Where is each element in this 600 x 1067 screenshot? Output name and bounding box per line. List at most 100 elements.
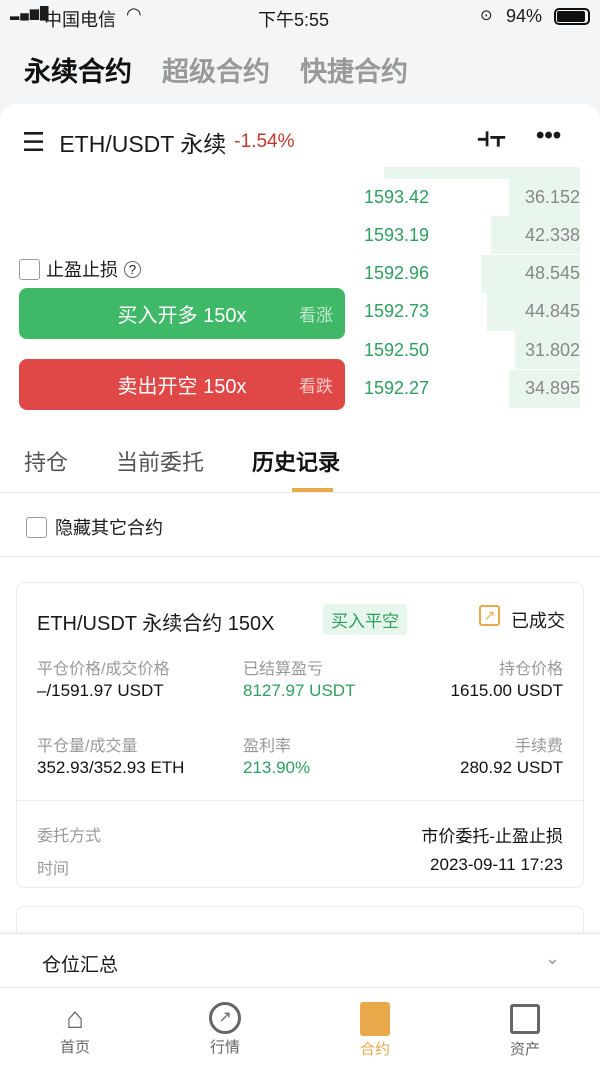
ob-qty: 31.802	[524, 339, 580, 360]
time-label: 时间	[37, 861, 70, 878]
ob-qty: 44.845	[524, 301, 580, 322]
ob-qty: 34.895	[524, 378, 580, 398]
nav-assets-label: 资产	[509, 1041, 540, 1058]
depth-bar	[480, 254, 580, 293]
order-type-value: 市价委托-止盈止损	[421, 827, 563, 846]
tab-positions[interactable]: 持仓	[24, 450, 69, 475]
nav-home[interactable]: ⌂ 首页	[0, 990, 150, 1067]
buy-long-button[interactable]: 买入开多 150x 看涨	[19, 288, 345, 339]
ob-qty: 36.152	[524, 186, 580, 207]
buy-label: 买入开多 150x	[117, 305, 247, 327]
hide-others-checkbox[interactable]	[26, 516, 47, 538]
chevron-down-icon[interactable]: ⌄	[544, 948, 560, 968]
sell-label: 卖出开空 150x	[117, 376, 247, 398]
ob-price: 1592.27	[364, 378, 430, 398]
sell-hint: 看跌	[299, 377, 333, 396]
realized-pnl-value: 8127.97 USDT	[243, 681, 356, 700]
signal-icon: ▂▄▆█	[10, 6, 50, 20]
summary-label: 仓位汇总	[42, 955, 119, 976]
close-amount-label: 平仓量/成交量	[37, 738, 138, 755]
ob-qty: 48.545	[524, 263, 580, 284]
status-bar: ▂▄▆█ 中国电信 ◠ 下午5:55 ⊙ 94%	[0, 0, 600, 34]
roi-value: 213.90%	[243, 758, 311, 777]
wifi-icon: ◠	[126, 4, 142, 24]
orderbook-row[interactable]: 1592.73 44.845	[364, 292, 580, 331]
record-status: 已成交	[511, 611, 565, 631]
battery-percent: 94%	[506, 6, 543, 26]
orderbook-row[interactable]: 1592.50 31.802	[364, 331, 580, 370]
order-tabs: 持仓 当前委托 历史记录	[24, 445, 340, 477]
home-icon: ⌂	[65, 1002, 85, 1035]
battery-icon	[554, 8, 590, 25]
ob-price: 1593.19	[364, 224, 430, 245]
depth-bar	[508, 178, 580, 216]
tab-quick[interactable]: 快捷合约	[300, 57, 408, 87]
contract-type-tabs: 永续合约 超级合约 快捷合约	[24, 50, 408, 111]
time-value: 2023-09-11 17:23	[430, 855, 563, 874]
wallet-icon	[510, 1004, 540, 1034]
buy-hint: 看涨	[299, 306, 333, 325]
ob-price: 1592.96	[364, 263, 430, 284]
orderbook-row[interactable]: 1593.19 42.338	[364, 216, 580, 255]
carrier: 中国电信	[44, 10, 116, 30]
record-title: ETH/USDT 永续合约 150X	[37, 613, 275, 635]
tpsl-checkbox-row[interactable]: 止盈止损 ?	[19, 256, 141, 282]
close-price-label: 平仓价格/成交价格	[37, 661, 170, 678]
depth-bar	[487, 292, 580, 331]
orderbook-row[interactable]: 1592.96 48.545	[364, 254, 580, 293]
realized-pnl-label: 已结算盈亏	[243, 661, 324, 678]
fee-label: 手续费	[514, 738, 563, 755]
nav-market[interactable]: ↗ 行情	[150, 990, 300, 1067]
tab-super[interactable]: 超级合约	[162, 57, 270, 87]
more-icon[interactable]: •••	[536, 122, 562, 149]
depth-bar-top	[384, 167, 580, 179]
nav-assets[interactable]: 资产	[450, 990, 600, 1067]
ob-price: 1592.50	[364, 339, 430, 360]
tab-underline	[292, 488, 333, 492]
clock: 下午5:55	[258, 10, 330, 30]
pair-change: -1.54%	[234, 131, 295, 152]
hide-others-label: 隐藏其它合约	[55, 518, 163, 538]
orderbook-row[interactable]: 1593.42 36.152	[364, 178, 580, 216]
share-icon[interactable]: ↗	[479, 605, 500, 626]
ob-price: 1593.42	[364, 186, 430, 207]
hide-others-row[interactable]: 隐藏其它合约	[26, 514, 163, 540]
market-icon: ↗	[209, 1002, 241, 1034]
depth-bar	[508, 369, 580, 408]
fee-value: 280.92 USDT	[460, 758, 563, 777]
menu-drawer-icon[interactable]: ☰	[22, 126, 46, 157]
entry-price-label: 持仓价格	[498, 661, 563, 678]
tab-history[interactable]: 历史记录	[252, 450, 341, 475]
nav-market-label: 行情	[209, 1039, 240, 1056]
help-icon[interactable]: ?	[124, 260, 141, 278]
entry-price-value: 1615.00 USDT	[450, 681, 563, 700]
divider	[0, 492, 600, 493]
tab-open-orders[interactable]: 当前委托	[116, 450, 205, 475]
order-type-label: 委托方式	[37, 828, 102, 845]
candlestick-chart-icon[interactable]: ⫞⫟	[477, 122, 506, 152]
depth-bar	[491, 216, 580, 255]
rotation-lock-icon: ⊙	[480, 7, 493, 24]
close-amount-value: 352.93/352.93 ETH	[37, 758, 185, 777]
contract-icon	[360, 1002, 390, 1036]
ob-price: 1592.73	[364, 301, 430, 322]
position-summary-bar[interactable]: 仓位汇总 ⌄	[0, 933, 600, 988]
nav-contract[interactable]: 合约	[300, 990, 450, 1067]
nav-contract-label: 合约	[359, 1041, 390, 1058]
pair-name: ETH/USDT 永续	[59, 131, 227, 157]
tpsl-checkbox[interactable]	[19, 258, 40, 280]
tpsl-label: 止盈止损	[46, 260, 118, 280]
sell-short-button[interactable]: 卖出开空 150x 看跌	[19, 359, 345, 410]
pair-header[interactable]: ☰ ETH/USDT 永续 -1.54%	[22, 125, 295, 159]
roi-label: 盈利率	[243, 738, 292, 755]
orderbook-row[interactable]: 1592.27 34.895	[364, 369, 580, 408]
tab-perpetual[interactable]: 永续合约	[24, 50, 132, 111]
close-price-value: –/1591.97 USDT	[37, 681, 164, 700]
divider	[17, 800, 583, 801]
history-record-card[interactable]: ETH/USDT 永续合约 150X 买入平空 ↗ 已成交 平仓价格/成交价格 …	[16, 582, 584, 888]
nav-home-label: 首页	[59, 1039, 90, 1056]
divider	[0, 556, 600, 557]
ob-qty: 42.338	[524, 224, 580, 245]
bottom-nav: ⌂ 首页 ↗ 行情 合约 资产	[0, 990, 600, 1067]
depth-bar	[515, 331, 580, 370]
